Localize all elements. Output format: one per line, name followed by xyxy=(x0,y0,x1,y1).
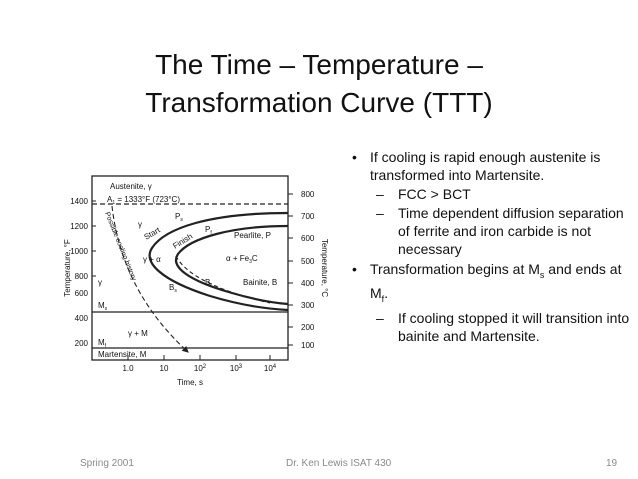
y-tick-c: 800 xyxy=(301,190,315,199)
sub-bullet-diffusion: Time dependent diffusion separation of f… xyxy=(352,204,632,258)
footer-center: Dr. Ken Lewis ISAT 430 xyxy=(286,458,392,469)
y-tick-f: 600 xyxy=(75,289,89,298)
martensite-label: Martensite, M xyxy=(98,350,147,359)
bf-label: Bf xyxy=(205,278,212,289)
y-ticks-f: 1400 1200 1000 800 600 400 200 xyxy=(70,197,88,348)
y-tick-c: 700 xyxy=(301,212,315,221)
finish-curve xyxy=(175,224,289,306)
y-tick-c: 200 xyxy=(301,323,315,332)
y-tick-f: 1400 xyxy=(70,197,88,206)
start-curve xyxy=(148,211,289,312)
sub-bullet-cooling-stopped: If cooling stopped it will transition in… xyxy=(352,309,632,345)
cooling-history-line xyxy=(111,205,189,353)
ms-label: Ms xyxy=(98,301,108,312)
cooling-history-label: Possible cooling history xyxy=(103,211,137,282)
bullet-list: If cooling is rapid enough austenite is … xyxy=(352,148,632,345)
x-ticks: 1.0 10 102 103 104 xyxy=(122,364,276,373)
x-tick: 103 xyxy=(230,364,243,373)
title-line-1: The Time – Temperature – xyxy=(155,49,483,80)
y-ticks-c: 800 700 600 500 400 300 200 100 xyxy=(301,190,315,350)
ttt-diagram: 1400 1200 1000 800 600 400 200 800 700 6… xyxy=(63,175,329,387)
x-tick: 104 xyxy=(264,364,277,373)
pearlite-label: Pearlite, P xyxy=(234,231,271,240)
y-tick-c: 400 xyxy=(301,279,315,288)
tick-marks xyxy=(92,193,293,360)
bainite-dashed-curve xyxy=(175,255,271,304)
y-tick-f: 1000 xyxy=(70,247,88,256)
austenite-label: Austenite, γ xyxy=(110,182,152,191)
bullet-cooling: If cooling is rapid enough austenite is … xyxy=(352,148,632,184)
bainite-label: Bainite, B xyxy=(243,278,277,287)
y-tick-f: 800 xyxy=(75,272,89,281)
sub-bullet-fcc-bct: FCC > BCT xyxy=(352,185,632,203)
gamma-alpha-label: γ + α xyxy=(143,255,161,264)
alpha-fe3c-label: α + Fe3C xyxy=(226,254,258,265)
footer-left: Spring 2001 xyxy=(80,458,134,469)
mf-label: Mf xyxy=(98,338,107,349)
y-tick-c: 500 xyxy=(301,257,315,266)
x-tick: 10 xyxy=(160,364,169,373)
y-tick-c: 600 xyxy=(301,234,315,243)
x-axis-label: Time, s xyxy=(177,378,203,387)
x-tick: 1.0 xyxy=(122,364,134,373)
gamma-label-lower: γ xyxy=(98,278,102,287)
pf-label: Pf xyxy=(205,225,212,236)
slide-title: The Time – Temperature – Transformation … xyxy=(0,46,638,122)
gamma-m-label: γ + M xyxy=(128,329,148,338)
title-line-2: Transformation Curve (TTT) xyxy=(145,87,493,118)
y-tick-f: 200 xyxy=(75,339,89,348)
y-tick-f: 400 xyxy=(75,314,89,323)
bullet-transformation: Transformation begins at Ms and ends at … xyxy=(352,260,632,308)
bs-label: Bs xyxy=(169,283,177,294)
gamma-label-upper: γ xyxy=(138,220,142,229)
ps-label: Ps xyxy=(175,212,183,223)
a1-label: A1 = 1333°F (723°C) xyxy=(107,195,180,206)
x-tick: 102 xyxy=(194,364,207,373)
plot-frame xyxy=(91,175,289,361)
y-tick-c: 300 xyxy=(301,301,315,310)
y-tick-c: 100 xyxy=(301,341,315,350)
y-axis-label-right: Temperature, °C xyxy=(320,239,329,298)
footer-page-number: 19 xyxy=(606,458,618,469)
y-axis-label-left: Temperature, °F xyxy=(63,239,72,297)
y-tick-f: 1200 xyxy=(70,222,88,231)
